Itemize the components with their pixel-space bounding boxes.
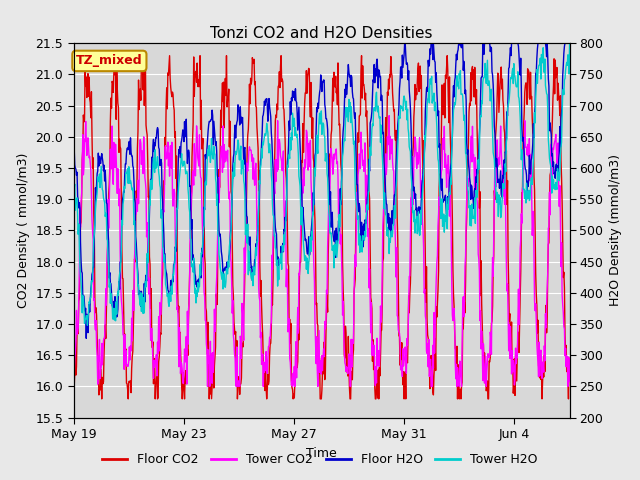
Text: TZ_mixed: TZ_mixed bbox=[76, 54, 143, 67]
Title: Tonzi CO2 and H2O Densities: Tonzi CO2 and H2O Densities bbox=[211, 25, 433, 41]
Y-axis label: CO2 Density ( mmol/m3): CO2 Density ( mmol/m3) bbox=[17, 153, 29, 308]
Legend: Floor CO2, Tower CO2, Floor H2O, Tower H2O: Floor CO2, Tower CO2, Floor H2O, Tower H… bbox=[97, 448, 543, 471]
Y-axis label: H2O Density (mmol/m3): H2O Density (mmol/m3) bbox=[609, 155, 622, 306]
X-axis label: Time: Time bbox=[306, 446, 337, 459]
